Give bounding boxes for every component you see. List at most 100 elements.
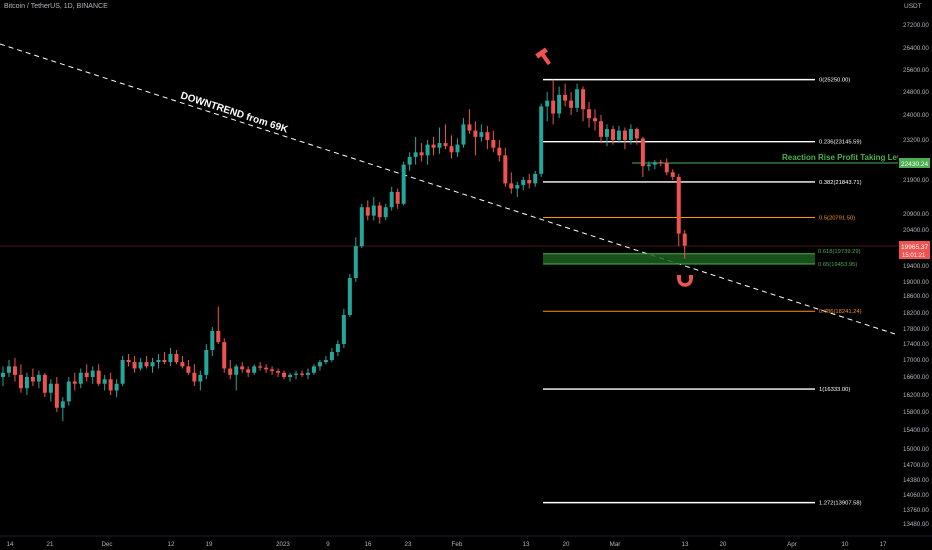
candle[interactable] <box>509 183 514 189</box>
candle[interactable] <box>264 367 269 370</box>
candle[interactable] <box>503 155 508 184</box>
candle[interactable] <box>228 368 233 375</box>
candle[interactable] <box>353 246 358 278</box>
candle[interactable] <box>437 143 442 148</box>
candle[interactable] <box>18 374 23 389</box>
candle[interactable] <box>210 330 215 350</box>
candle[interactable] <box>628 129 633 140</box>
candle[interactable] <box>204 350 209 375</box>
candle[interactable] <box>658 162 663 164</box>
candle[interactable] <box>652 162 657 165</box>
candle[interactable] <box>604 129 609 137</box>
candle[interactable] <box>78 372 83 384</box>
candle[interactable] <box>305 372 310 375</box>
candle[interactable] <box>551 100 556 114</box>
candle[interactable] <box>527 180 532 184</box>
candle[interactable] <box>42 374 47 393</box>
candle[interactable] <box>670 172 675 177</box>
candle[interactable] <box>311 366 316 373</box>
candle[interactable] <box>401 164 406 204</box>
downtrend-line[interactable] <box>0 43 896 335</box>
candle[interactable] <box>599 121 603 137</box>
candle[interactable] <box>581 89 586 110</box>
candle[interactable] <box>48 383 53 393</box>
candle[interactable] <box>114 383 119 391</box>
candle[interactable] <box>443 143 448 147</box>
candle[interactable] <box>664 163 669 173</box>
candle[interactable] <box>102 379 107 384</box>
candle[interactable] <box>329 352 334 360</box>
candle[interactable] <box>138 362 143 369</box>
candle[interactable] <box>66 381 71 402</box>
candle[interactable] <box>270 369 275 372</box>
candle[interactable] <box>24 377 29 389</box>
candle[interactable] <box>288 374 293 377</box>
candle[interactable] <box>545 100 550 107</box>
candle[interactable] <box>150 362 155 367</box>
candle[interactable] <box>186 366 191 373</box>
candle[interactable] <box>676 176 681 234</box>
candle[interactable] <box>72 381 77 384</box>
candle[interactable] <box>198 374 203 382</box>
candle[interactable] <box>593 118 598 122</box>
candle[interactable] <box>96 370 101 384</box>
candle[interactable] <box>521 180 526 186</box>
candle[interactable] <box>300 373 304 375</box>
candle[interactable] <box>168 354 173 363</box>
candle[interactable] <box>646 164 651 167</box>
candle[interactable] <box>497 147 502 156</box>
candle[interactable] <box>622 130 627 140</box>
candle[interactable] <box>335 344 340 352</box>
price-axis[interactable]: 27200.00 26400.00 25600.00 24800.00 24000.00… <box>898 0 932 536</box>
candle[interactable] <box>449 146 454 153</box>
candle[interactable] <box>479 132 484 137</box>
candle[interactable] <box>467 124 472 131</box>
candle[interactable] <box>365 207 370 216</box>
candle[interactable] <box>36 374 41 382</box>
candle[interactable] <box>30 377 35 382</box>
candle[interactable] <box>473 130 478 137</box>
candle[interactable] <box>108 379 113 391</box>
candle[interactable] <box>610 129 615 140</box>
candle[interactable] <box>616 130 621 140</box>
candle[interactable] <box>640 138 645 167</box>
candle[interactable] <box>341 315 346 344</box>
candle[interactable] <box>276 371 281 373</box>
candle[interactable] <box>431 144 436 148</box>
candle[interactable] <box>144 362 149 367</box>
candle[interactable] <box>425 144 430 156</box>
candle[interactable] <box>132 362 137 369</box>
candle[interactable] <box>575 89 580 108</box>
candle[interactable] <box>258 366 263 368</box>
candle[interactable] <box>634 129 639 139</box>
candle[interactable] <box>371 205 376 216</box>
candle[interactable] <box>252 366 257 373</box>
candle[interactable] <box>389 191 394 208</box>
candle[interactable] <box>455 144 460 153</box>
candle[interactable] <box>383 207 388 218</box>
candle[interactable] <box>347 278 352 315</box>
candle[interactable] <box>60 401 65 408</box>
candle[interactable] <box>222 342 227 369</box>
candle[interactable] <box>323 360 328 363</box>
candle[interactable] <box>377 205 382 218</box>
candle[interactable] <box>587 109 592 119</box>
candle[interactable] <box>282 372 287 377</box>
candle[interactable] <box>156 360 161 363</box>
candle[interactable] <box>563 94 568 101</box>
candle[interactable] <box>192 372 197 382</box>
candle[interactable] <box>317 362 322 367</box>
candle[interactable] <box>126 360 131 363</box>
candle[interactable] <box>174 354 179 363</box>
candle[interactable] <box>359 207 364 247</box>
candle[interactable] <box>1 372 5 377</box>
candle[interactable] <box>54 383 59 408</box>
candle[interactable] <box>120 360 125 384</box>
candle[interactable] <box>180 362 185 367</box>
candle[interactable] <box>6 366 11 373</box>
candle[interactable] <box>240 366 245 370</box>
candle[interactable] <box>569 100 574 108</box>
candle[interactable] <box>461 124 466 145</box>
candle[interactable] <box>413 152 418 157</box>
